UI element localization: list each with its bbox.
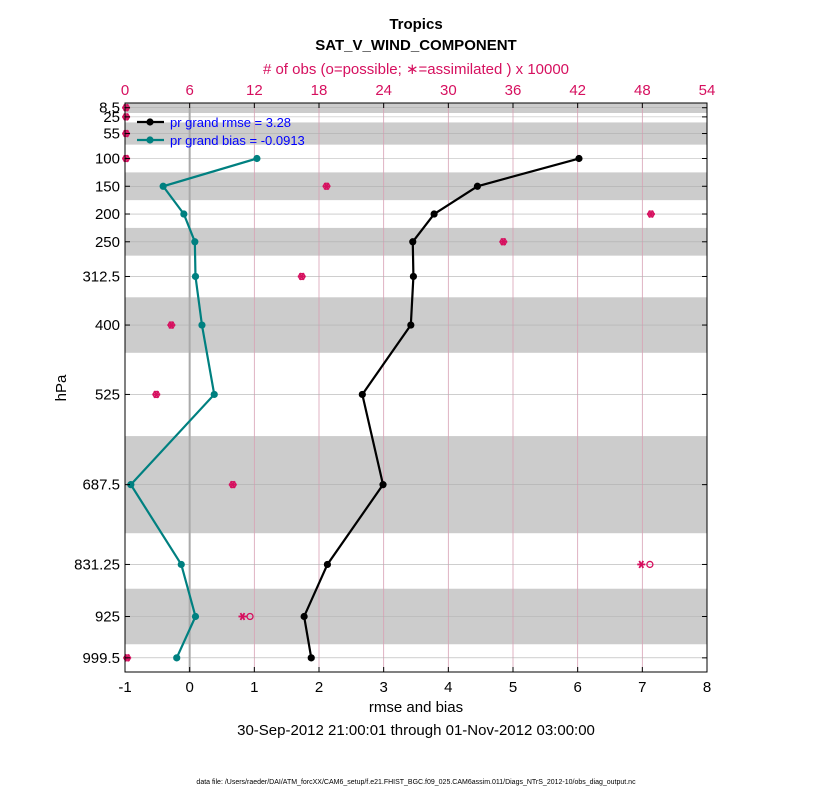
top-tick-label: 30 (440, 82, 457, 99)
top-axis-label: # of obs (o=possible; ∗=assimilated ) x … (263, 61, 569, 78)
data-point (180, 210, 188, 218)
y-tick-label: 150 (95, 178, 120, 195)
y-tick-label: 400 (95, 317, 120, 334)
possible-obs-marker (646, 560, 654, 569)
assimilated-obs-marker (238, 612, 247, 621)
y-tick-label: 687.5 (82, 477, 120, 494)
top-axis-ticks: 0 6 12 18 24 30 36 42 48 54 (121, 82, 716, 108)
bottom-axis-ticks: -1 0 1 2 3 4 5 6 7 8 (118, 667, 711, 696)
y-tick-label: 250 (95, 234, 120, 251)
assimilated-obs-marker (297, 272, 306, 281)
y-tick-label: 100 (95, 151, 120, 168)
assimilated-obs-marker (499, 237, 508, 246)
y-tick-label: 831.25 (74, 556, 120, 573)
data-point (307, 654, 315, 662)
legend-entry: pr grand rmse = 3.28 (170, 115, 291, 130)
y-tick-label: 525 (95, 386, 120, 403)
x-tick-label: 1 (250, 679, 258, 696)
data-point (253, 154, 261, 163)
top-tick-label: 54 (699, 82, 716, 99)
top-tick-label: 18 (311, 82, 328, 99)
data-point (198, 321, 206, 329)
data-point (159, 182, 167, 190)
x-tick-label: 7 (638, 679, 646, 696)
data-point (210, 390, 218, 399)
data-point (191, 238, 199, 246)
legend-marker (146, 118, 154, 126)
y-axis-label: hPa (53, 374, 70, 401)
possible-obs-marker (246, 612, 254, 621)
data-point (173, 654, 181, 662)
top-tick-label: 6 (185, 82, 193, 99)
top-tick-label: 42 (569, 82, 586, 99)
y-tick-label: 25 (103, 109, 120, 126)
y-tick-label: 8.5 (99, 100, 120, 117)
x-tick-label: 2 (315, 679, 323, 696)
top-tick-label: 12 (246, 82, 263, 99)
data-point (323, 560, 332, 569)
assimilated-obs-marker (646, 210, 655, 218)
data-point (191, 612, 200, 621)
x-tick-label: 5 (509, 679, 517, 696)
data-point (407, 321, 415, 329)
data-point (127, 481, 135, 489)
y-tick-label: 55 (103, 126, 120, 143)
x-tick-label: 3 (379, 679, 387, 696)
legend-marker (146, 136, 154, 144)
data-file-footnote: data file: /Users/raeder/DAI/ATM_forcXX/… (196, 779, 636, 786)
data-point (358, 390, 366, 399)
y-tick-label: 200 (95, 206, 120, 223)
date-range: 30-Sep-2012 21:00:01 through 01-Nov-2012… (237, 722, 595, 739)
assimilated-obs-marker (167, 321, 176, 329)
legend: pr grand rmse = 3.28 pr grand bias = -0.0… (137, 115, 305, 148)
chart-title: Tropics (389, 16, 442, 33)
top-tick-label: 0 (121, 82, 129, 99)
bias-series (127, 154, 261, 662)
data-point (575, 154, 583, 163)
data-point (177, 560, 185, 569)
top-tick-label: 36 (505, 82, 522, 99)
layer-bands (125, 103, 707, 645)
top-tick-label: 48 (634, 82, 651, 99)
plot-area-frame (124, 102, 708, 673)
y-tick-label: 999.5 (82, 650, 120, 667)
assimilated-obs-marker (322, 182, 331, 191)
y-tick-label: 312.5 (82, 268, 120, 285)
x-tick-label: 0 (185, 679, 193, 696)
x-tick-label: 8 (703, 679, 711, 696)
data-point (409, 238, 417, 246)
series-layer (127, 154, 583, 662)
y-tick-label: 925 (95, 608, 120, 625)
rmse-series (300, 154, 583, 662)
assimilated-obs-marker (152, 390, 161, 399)
assimilated-obs-marker (228, 480, 237, 489)
x-tick-label: 6 (573, 679, 581, 696)
data-point (379, 481, 387, 489)
data-point (430, 210, 438, 218)
data-point (300, 612, 308, 621)
assimilated-obs-marker (637, 560, 646, 569)
top-tick-label: 24 (375, 82, 392, 99)
data-point (191, 272, 200, 281)
chart-subtitle: SAT_V_WIND_COMPONENT (315, 37, 516, 54)
x-axis-label: rmse and bias (369, 699, 463, 716)
legend-entry: pr grand bias = -0.0913 (170, 133, 305, 148)
x-tick-label: 4 (444, 679, 452, 696)
data-point (473, 182, 482, 190)
x-tick-label: -1 (118, 679, 131, 696)
data-point (409, 272, 418, 281)
